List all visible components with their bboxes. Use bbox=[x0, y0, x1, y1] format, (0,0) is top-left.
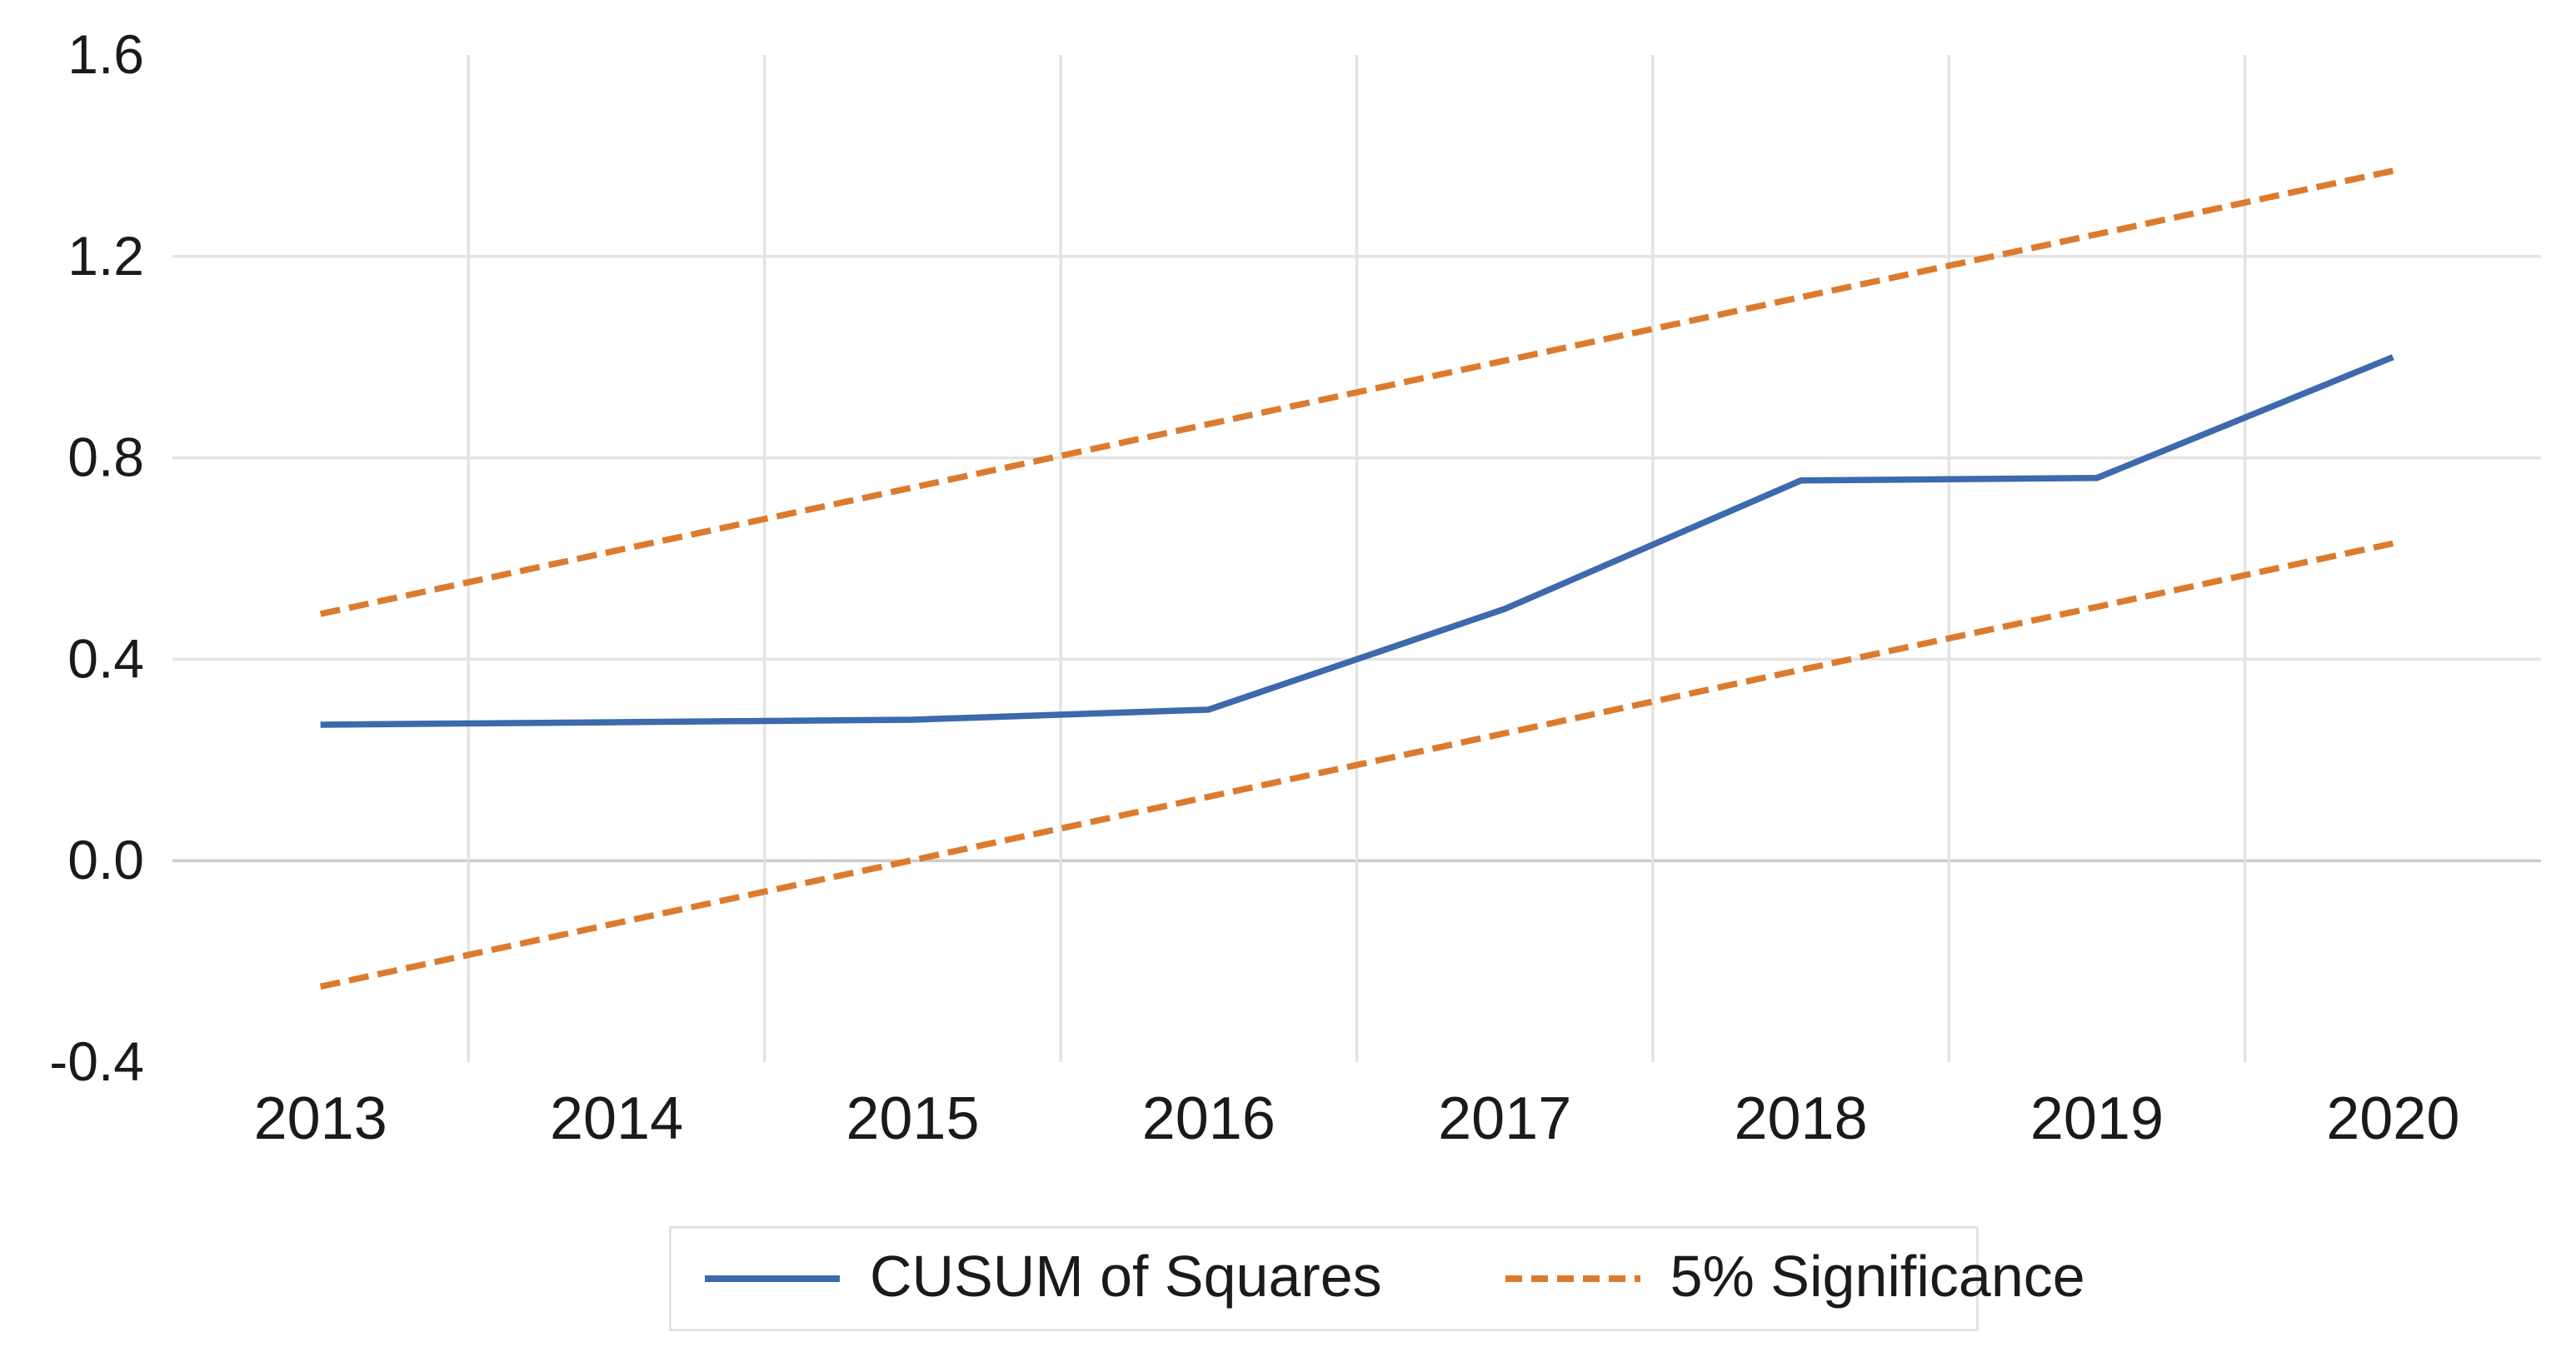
legend-item-cusum: CUSUM of Squares bbox=[705, 1247, 1382, 1310]
y-tick-label: 0.8 bbox=[67, 427, 144, 488]
legend-swatch-solid-line bbox=[705, 1275, 840, 1282]
x-tick-label: 2014 bbox=[550, 1085, 683, 1152]
x-tick-label: 2020 bbox=[2326, 1085, 2459, 1152]
y-tick-label: 1.2 bbox=[67, 225, 144, 287]
x-tick-label: 2016 bbox=[1142, 1085, 1276, 1152]
legend-item-significance: 5% Significance bbox=[1505, 1247, 2085, 1310]
y-tick-label: 0.4 bbox=[67, 627, 144, 689]
y-tick-label: 1.6 bbox=[67, 23, 144, 85]
legend: CUSUM of Squares 5% Significance bbox=[669, 1226, 2085, 1331]
series-line-2 bbox=[319, 540, 2394, 990]
series-line-1 bbox=[319, 167, 2394, 617]
x-tick-label: 2015 bbox=[846, 1085, 979, 1152]
series-line-0 bbox=[320, 354, 2394, 728]
x-tick-label: 2019 bbox=[2030, 1085, 2164, 1152]
legend-label-cusum: CUSUM of Squares bbox=[870, 1244, 1382, 1309]
legend-label-significance: 5% Significance bbox=[1670, 1244, 2085, 1309]
x-tick-label: 2018 bbox=[1734, 1085, 1867, 1152]
x-tick-label: 2013 bbox=[254, 1085, 387, 1152]
legend-swatch-dashed-line bbox=[1505, 1275, 1640, 1282]
y-tick-label: -0.4 bbox=[49, 1030, 144, 1092]
y-tick-label: 0.0 bbox=[67, 829, 144, 891]
x-tick-label: 2017 bbox=[1438, 1085, 1571, 1152]
